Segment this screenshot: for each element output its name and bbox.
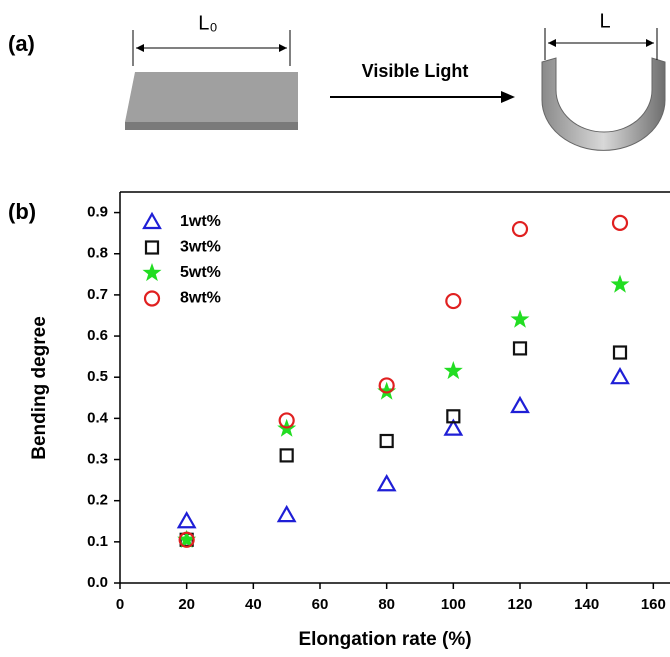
y-axis-label: Bending degree: [29, 316, 50, 460]
marker-star: [377, 381, 397, 400]
y-tick-label: 0.9: [87, 204, 108, 221]
marker-triangle: [276, 504, 297, 523]
marker-triangle: [610, 366, 630, 385]
marker-square: [279, 448, 294, 463]
marker-circle: [278, 412, 295, 429]
length-after: L: [599, 10, 610, 32]
arrow-head: [501, 91, 515, 103]
marker-square: [379, 433, 394, 449]
x-tick-label: 80: [378, 596, 395, 613]
x-tick-label: 40: [245, 596, 262, 613]
marker-star: [510, 309, 530, 328]
marker-star: [142, 263, 162, 282]
y-tick-label: 0.4: [87, 409, 109, 426]
arrow-label: Visible Light: [362, 61, 469, 81]
x-tick-label: 160: [641, 596, 666, 613]
marker-square: [446, 409, 461, 424]
marker-square: [612, 345, 628, 360]
y-tick-label: 0.3: [87, 450, 108, 467]
marker-star: [177, 529, 197, 548]
x-tick-label: 20: [178, 596, 195, 613]
y-tick-label: 0.7: [87, 286, 108, 303]
x-tick-label: 140: [574, 596, 599, 613]
x-tick-label: 100: [441, 596, 466, 613]
x-tick-label: 60: [312, 596, 329, 613]
x-tick-label: 120: [507, 596, 532, 613]
marker-triangle: [142, 211, 162, 230]
y-tick-label: 0.8: [87, 245, 108, 262]
marker-circle: [511, 220, 529, 238]
x-tick-label: 0: [116, 596, 124, 613]
length-before: L₀: [198, 12, 217, 34]
y-tick-label: 0.0: [87, 574, 108, 591]
marker-circle: [611, 214, 629, 231]
y-tick-label: 0.5: [87, 368, 108, 385]
marker-triangle: [176, 511, 197, 529]
y-tick-label: 0.1: [87, 533, 108, 550]
panel-label: (a): [8, 31, 35, 56]
marker-triangle: [443, 418, 464, 436]
legend-label: 5wt%: [180, 264, 221, 281]
panel-label: (b): [8, 199, 36, 224]
marker-star: [443, 361, 463, 380]
marker-circle: [178, 531, 195, 548]
slab-side: [125, 122, 298, 130]
panel-b: (b) Elongation rate (%) Bending degree 0…: [8, 191, 670, 650]
marker-circle: [445, 292, 462, 310]
legend-label: 3wt%: [180, 239, 221, 256]
x-axis-label: Elongation rate (%): [298, 629, 471, 650]
marker-square: [144, 240, 160, 255]
marker-circle: [378, 377, 395, 394]
marker-triangle: [510, 395, 530, 414]
marker-circle: [143, 290, 161, 307]
marker-star: [610, 274, 630, 293]
bent-film: [541, 57, 666, 151]
marker-square: [512, 341, 528, 356]
slab-top: [125, 72, 298, 122]
y-tick-label: 0.6: [87, 327, 108, 344]
legend-label: 1wt%: [180, 213, 221, 230]
panel-a: (a) L₀ Visible Light L: [8, 10, 666, 151]
legend-label: 8wt%: [180, 290, 221, 307]
y-tick-label: 0.2: [87, 492, 108, 509]
marker-triangle: [376, 474, 397, 492]
